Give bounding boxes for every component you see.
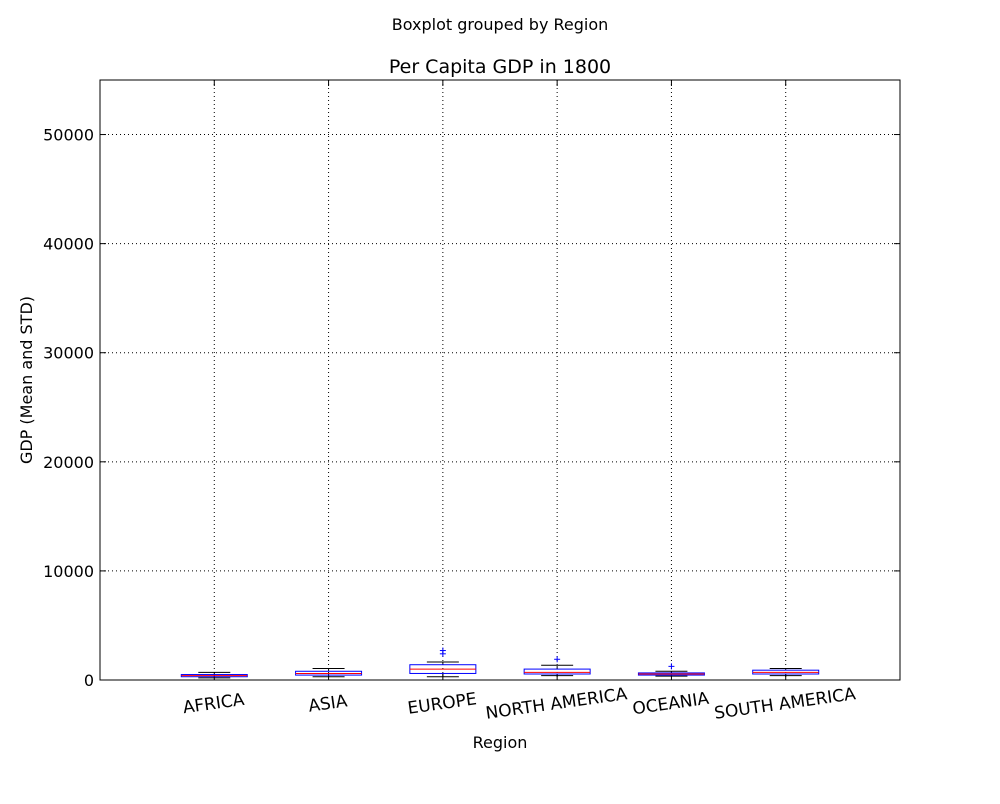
x-category-label: EUROPE — [406, 689, 477, 718]
x-axis-label: Region — [473, 733, 528, 752]
x-category-label: OCEANIA — [631, 689, 710, 720]
y-tick-label: 50000 — [43, 126, 94, 145]
figure-suptitle: Boxplot grouped by Region — [392, 15, 609, 34]
y-tick-label: 10000 — [43, 562, 94, 581]
y-tick-label: 40000 — [43, 235, 94, 254]
y-tick-label: 20000 — [43, 453, 94, 472]
x-category-label: AFRICA — [182, 690, 246, 718]
plot-frame — [99, 79, 901, 681]
y-tick-label: 0 — [84, 671, 94, 690]
box-iqr — [523, 668, 591, 675]
y-axis-label: GDP (Mean and STD) — [17, 296, 36, 464]
x-category-label: ASIA — [307, 691, 349, 716]
x-category-label: NORTH AMERICA — [484, 684, 628, 724]
y-tick-label: 30000 — [43, 344, 94, 363]
x-category-label: SOUTH AMERICA — [713, 684, 857, 724]
plot-area: 0 10000 20000 30000 40000 50000 AFRICA ASIA EURO… — [43, 79, 901, 724]
chart-title: Per Capita GDP in 1800 — [389, 56, 611, 78]
